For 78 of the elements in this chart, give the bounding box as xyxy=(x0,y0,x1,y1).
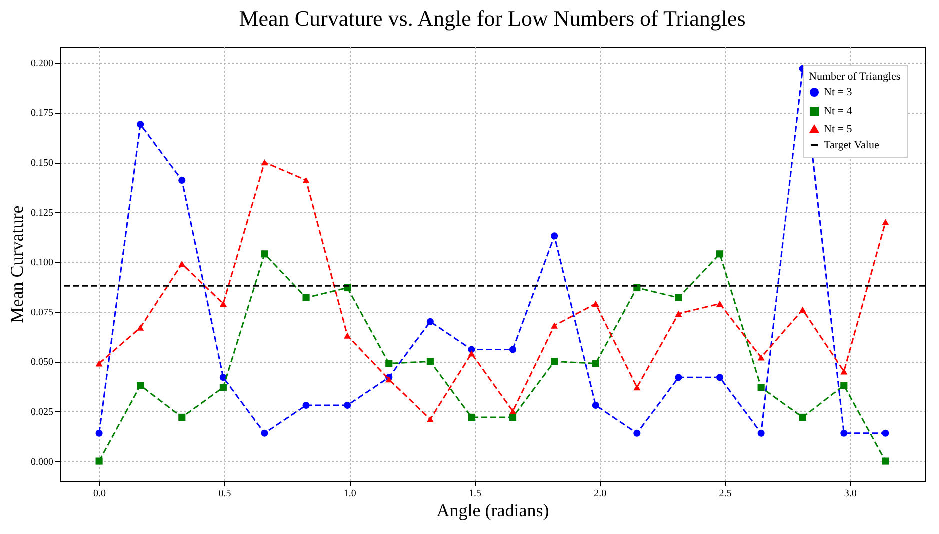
point xyxy=(592,402,600,410)
point xyxy=(799,306,806,313)
point xyxy=(426,318,434,326)
point xyxy=(261,430,268,437)
point xyxy=(178,261,186,268)
x-axis-title: Angle (radians) xyxy=(436,500,550,520)
point xyxy=(178,414,186,421)
point xyxy=(96,360,103,367)
legend-label: Nt = 3 xyxy=(824,86,853,98)
chart-title: Mean Curvature vs. Angle for Low Numbers of Triangles xyxy=(239,6,746,31)
point xyxy=(302,177,310,184)
point xyxy=(220,384,227,392)
point xyxy=(882,458,890,465)
x-tick-label: 2.0 xyxy=(594,488,607,500)
point xyxy=(758,384,765,392)
point xyxy=(220,300,227,307)
y-axis-title: Mean Curvature xyxy=(7,206,27,324)
point xyxy=(137,121,144,128)
y-tick-label: 0.100 xyxy=(31,258,54,269)
x-tick-label: 0.0 xyxy=(94,488,106,500)
point xyxy=(758,354,765,361)
y-tick-label: 0.075 xyxy=(31,307,54,318)
point xyxy=(716,300,724,307)
point xyxy=(96,458,103,465)
y-tick-label: 0.125 xyxy=(31,208,54,219)
point xyxy=(716,374,724,382)
point xyxy=(882,219,890,226)
x-tick-label: 2.5 xyxy=(719,488,732,500)
x-tick-label: 1.5 xyxy=(468,488,482,500)
point xyxy=(509,346,517,354)
point xyxy=(551,322,558,329)
point xyxy=(509,408,517,415)
point xyxy=(302,402,310,410)
point xyxy=(882,430,890,437)
point xyxy=(261,250,268,258)
legend-label: Nt = 5 xyxy=(824,124,853,136)
point xyxy=(137,324,144,331)
legend-label: Target Value xyxy=(824,140,880,152)
point xyxy=(675,310,682,317)
point xyxy=(96,430,103,437)
point xyxy=(634,430,641,437)
point xyxy=(137,382,144,390)
y-tick-label: 0.175 xyxy=(31,108,54,120)
point xyxy=(178,176,186,184)
y-tick-label: 0.000 xyxy=(31,456,54,468)
y-tick-label: 0.200 xyxy=(31,58,54,70)
point xyxy=(840,368,848,375)
point xyxy=(592,300,600,307)
legend-label: Nt = 4 xyxy=(824,106,853,118)
point xyxy=(799,414,806,421)
point xyxy=(302,294,310,302)
point xyxy=(675,294,682,302)
point xyxy=(758,430,765,437)
point xyxy=(468,414,476,421)
x-tick-label: 0.5 xyxy=(218,488,232,500)
point xyxy=(634,384,641,391)
point xyxy=(426,416,434,423)
y-tick-label: 0.050 xyxy=(31,357,54,368)
point xyxy=(426,358,434,366)
point xyxy=(386,376,393,383)
point xyxy=(386,360,393,368)
y-tick-label: 0.150 xyxy=(31,158,54,170)
point xyxy=(675,374,682,382)
point xyxy=(840,430,848,437)
point xyxy=(716,250,724,258)
point xyxy=(344,402,352,410)
x-tick-label: 3.0 xyxy=(844,488,857,500)
point xyxy=(551,358,558,366)
y-tick-label: 0.025 xyxy=(31,406,54,418)
point xyxy=(344,332,352,339)
point xyxy=(551,232,558,240)
point xyxy=(840,382,848,390)
point xyxy=(592,360,600,368)
x-tick-label: 1.0 xyxy=(344,488,356,500)
point xyxy=(468,350,476,357)
point xyxy=(509,414,517,421)
legend-title: Number of Triangles xyxy=(809,71,901,83)
point xyxy=(261,159,268,166)
